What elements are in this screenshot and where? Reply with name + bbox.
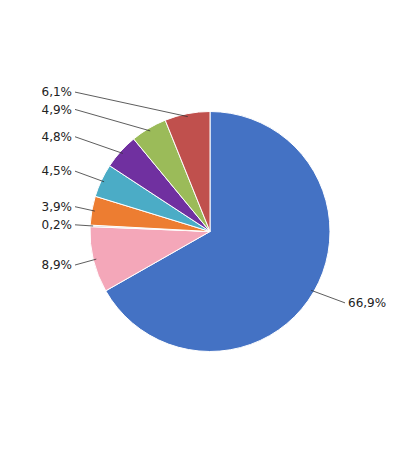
data-label: 0,2%	[42, 218, 73, 232]
data-label: 6,1%	[42, 85, 73, 99]
leader-line	[75, 259, 96, 265]
leader-line	[75, 137, 123, 154]
data-label: 3,9%	[42, 200, 73, 214]
leader-line	[311, 290, 345, 303]
leader-line	[75, 92, 188, 117]
leader-line	[75, 171, 104, 182]
leader-line	[75, 225, 93, 226]
data-label: 4,9%	[42, 103, 73, 117]
data-label: 4,5%	[42, 164, 73, 178]
chart: 66,9% 8,9% 0,2% 3,9% 4,5% 4,8% 4,9% 6,1%	[0, 0, 393, 463]
data-label: 66,9%	[348, 296, 386, 310]
pie: 66,9% 8,9% 0,2% 3,9% 4,5% 4,8% 4,9% 6,1%	[42, 85, 387, 351]
labels: 66,9% 8,9% 0,2% 3,9% 4,5% 4,8% 4,9% 6,1%	[42, 85, 387, 310]
slice	[90, 227, 210, 291]
leader-line	[75, 109, 150, 130]
data-label: 4,8%	[42, 130, 73, 144]
slice	[165, 112, 210, 232]
leader-line	[75, 207, 95, 211]
data-label: 8,9%	[42, 258, 73, 272]
